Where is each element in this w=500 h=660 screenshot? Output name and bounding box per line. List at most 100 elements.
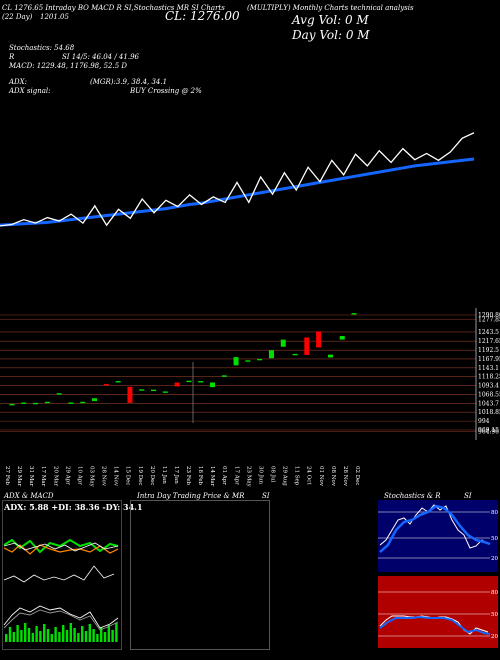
candle-30 xyxy=(351,313,357,315)
macd-text: MACD: 1229.48, 1176.98, 52.5 D xyxy=(9,62,127,70)
price-tick-label: 1093.4 xyxy=(478,383,499,390)
header-price-small: 1201.05 xyxy=(40,13,69,21)
price-tick-label: 1043.7 xyxy=(478,400,499,407)
candle-17 xyxy=(198,381,204,383)
candle-11 xyxy=(127,386,133,403)
candle-15 xyxy=(174,382,180,387)
stoch-si: SI xyxy=(464,492,472,500)
candle-27 xyxy=(316,331,322,348)
date-tick-label: 29 Mar xyxy=(16,466,23,487)
macd-histogram-bar xyxy=(12,632,15,642)
price-tick-label: 1243.5 xyxy=(478,329,499,336)
date-tick-label: 19 Dec xyxy=(136,466,143,486)
candle-14 xyxy=(162,391,168,393)
date-tick-label: 30 Jun xyxy=(257,466,264,485)
macd-histogram-bar xyxy=(27,628,31,642)
adx-macd-title: ADX & MACD xyxy=(4,492,54,500)
candle-3 xyxy=(33,402,39,405)
stoch-level-label: 80 xyxy=(491,510,498,516)
macd-line-white xyxy=(3,605,119,629)
stoch-line-blue xyxy=(379,504,491,553)
rsi-line-blue xyxy=(379,615,491,635)
date-axis: 27 Feb 29 Mar 31 Mar 17 Mar 20 Mar 29 Apr 10 A… xyxy=(0,466,500,496)
macd-histogram-bar xyxy=(50,634,53,642)
rsi-level-label: 80 xyxy=(491,590,498,596)
stoch-level-label: 50 xyxy=(491,536,498,542)
date-tick-label: 15 Dec xyxy=(124,466,131,486)
macd-histogram-bar xyxy=(46,629,50,642)
macd-histogram-bar xyxy=(84,631,88,642)
candle-9 xyxy=(103,383,109,386)
intraday-title: Intra Day Trading Price & MR xyxy=(137,492,245,500)
macd-histogram-bar xyxy=(65,630,69,642)
candle-29 xyxy=(339,336,345,340)
price-tick-label: 994 xyxy=(478,418,490,425)
candle-13 xyxy=(151,389,157,392)
header-company: (MULTIPLY) Monthly Charts technical anal… xyxy=(247,4,414,12)
date-tick-label: 23 Feb xyxy=(185,466,192,486)
candle-7 xyxy=(80,401,86,404)
rsi-bottom-bg xyxy=(378,576,498,648)
price-tick-label: 1118.25 xyxy=(478,374,500,381)
macd-histogram-bar xyxy=(31,633,34,642)
macd-histogram-bar xyxy=(88,624,91,642)
date-tick-label: 11 Jan xyxy=(160,466,167,484)
date-tick-label: 29 Apr xyxy=(64,466,71,485)
date-tick-label: 08 Jul xyxy=(269,466,276,483)
macd-histogram-bar xyxy=(20,630,23,642)
intraday-panel xyxy=(130,500,270,650)
macd-histogram-bar xyxy=(58,632,61,642)
stoch-text: Stochastics: 54.68 xyxy=(9,44,75,52)
price-tick-label: 1068.55 xyxy=(478,391,500,398)
macd-line-upper xyxy=(3,565,115,583)
macd-histogram-bar xyxy=(35,626,38,642)
stoch-title: Stochastics & R xyxy=(384,492,441,500)
adx-signal-label: ADX signal: xyxy=(9,87,51,95)
macd-histogram-bar xyxy=(62,625,65,642)
candle-1 xyxy=(9,403,15,406)
macd-histogram-bar xyxy=(92,629,95,642)
date-tick-label: 14 Nov xyxy=(112,466,119,486)
price-tick-label: 1290.80 xyxy=(478,312,500,319)
price-tick-label: 1018.85 xyxy=(478,409,500,416)
header-date: (22 Day) xyxy=(2,13,33,21)
date-tick-label: 17 Jan xyxy=(172,466,179,484)
rsi-level-label: 50 xyxy=(491,612,498,618)
date-tick-label: 08 Nov xyxy=(329,466,336,486)
date-tick-label: 27 Feb xyxy=(4,466,10,486)
macd-histogram-bar xyxy=(8,627,12,642)
candle-5 xyxy=(56,393,62,395)
date-tick-label: 20 Dec xyxy=(148,466,155,486)
candle-6 xyxy=(68,402,74,404)
adx-stats: ADX: 5.88 +DI: 38.36 -DY: 34.1 xyxy=(4,502,143,512)
candle-18 xyxy=(209,382,215,388)
candle-10 xyxy=(115,381,121,383)
series-line-white xyxy=(0,132,475,227)
price-tick-label: 1277.85 xyxy=(478,317,500,324)
macd-histogram-bar xyxy=(115,623,118,642)
r-label: R xyxy=(9,53,15,61)
price-tick-label: 969.15 xyxy=(478,427,499,434)
price-tick-label: 1167.95 xyxy=(478,356,500,363)
avg-vol: Avg Vol: 0 M xyxy=(292,13,369,27)
candle-28 xyxy=(327,354,333,358)
candle-12 xyxy=(139,389,145,391)
header-line1: CL 1276.65 Intraday BO MACD R SI,Stochas… xyxy=(2,4,225,12)
macd-histogram-bar xyxy=(43,624,46,642)
macd-histogram-bar xyxy=(39,631,42,642)
candle-4 xyxy=(44,401,50,404)
date-tick-label: 17 Apr xyxy=(233,466,240,485)
date-tick-label: 29 Aug xyxy=(281,466,288,486)
candle-19 xyxy=(221,375,227,377)
candle-8 xyxy=(92,398,98,402)
candle-26 xyxy=(304,337,310,355)
header-cl: CL: 1276.00 xyxy=(165,9,240,23)
macd-histogram-bar xyxy=(77,633,80,642)
price-tick-label: 964.96 xyxy=(478,428,499,435)
date-tick-label: 14 Mar xyxy=(209,466,216,487)
date-tick-label: 31 Mar xyxy=(28,466,35,487)
adx-signal-value: BUY Crossing @ 2% xyxy=(130,87,202,95)
macd-histogram-bar xyxy=(54,627,57,642)
candle-16 xyxy=(186,380,192,383)
